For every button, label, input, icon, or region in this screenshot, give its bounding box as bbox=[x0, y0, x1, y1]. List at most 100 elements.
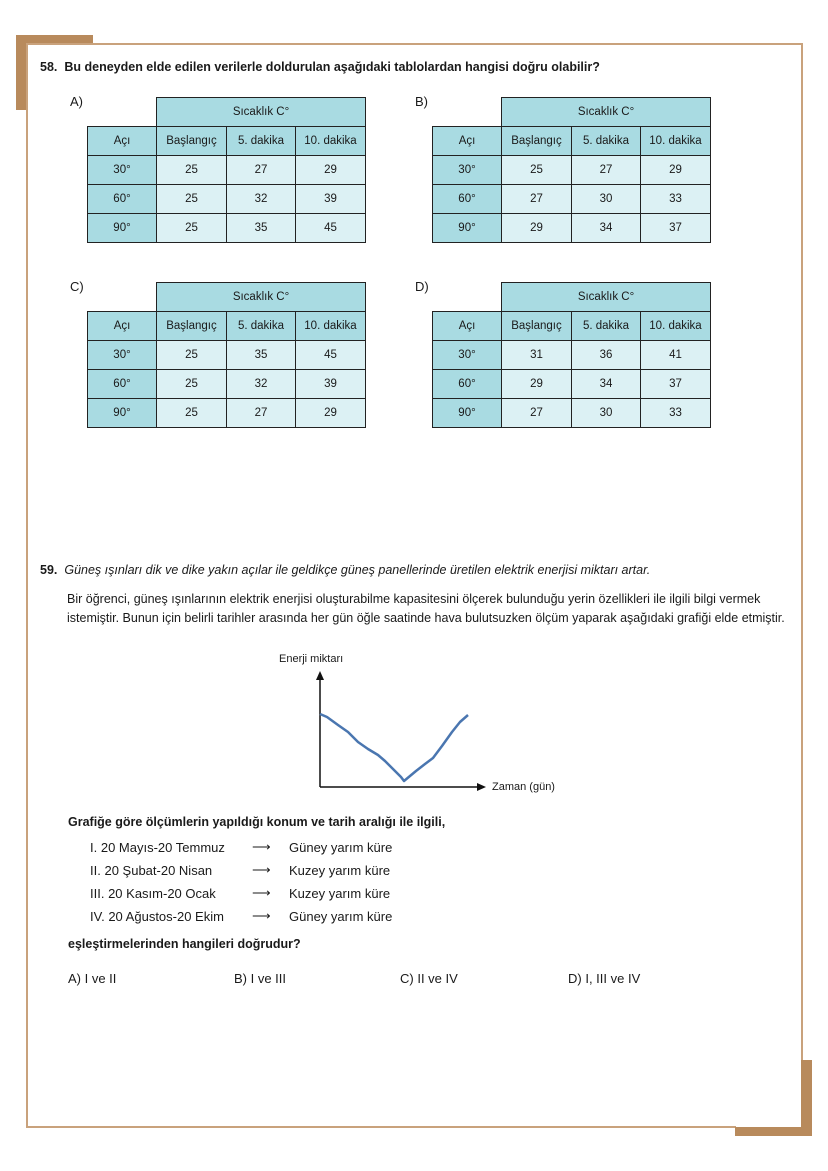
value-cell: 35 bbox=[226, 213, 296, 243]
option-table: Sıcaklık C° Açı Başlangıç 5. dakika 10. daki… bbox=[87, 282, 366, 428]
angle-cell: 90° bbox=[432, 213, 502, 243]
column-header: Başlangıç bbox=[501, 126, 572, 156]
header-cell: Sıcaklık C° bbox=[501, 282, 711, 312]
arrow-icon: ⟶ bbox=[252, 862, 271, 877]
value-cell: 35 bbox=[226, 340, 296, 370]
option-d[interactable]: D) I, III ve IV bbox=[568, 971, 641, 986]
value-cell: 25 bbox=[156, 398, 227, 428]
table-label: B) bbox=[415, 94, 428, 109]
date-range: 20 Kasım-20 Ocak bbox=[108, 886, 216, 901]
option-b[interactable]: B) I ve III bbox=[234, 971, 287, 986]
column-header: Başlangıç bbox=[156, 311, 227, 341]
table-row: 30° 25 27 29 bbox=[87, 155, 366, 185]
frame-line bbox=[26, 1126, 736, 1128]
empty-cell bbox=[433, 283, 502, 312]
column-header: Başlangıç bbox=[156, 126, 227, 156]
empty-cell bbox=[433, 98, 502, 127]
value-cell: 29 bbox=[501, 369, 572, 399]
empty-cell bbox=[88, 283, 157, 312]
table-row: 30° 31 36 41 bbox=[432, 340, 711, 370]
value-cell: 27 bbox=[501, 184, 572, 214]
column-header: 10. dakika bbox=[295, 311, 366, 341]
value-cell: 45 bbox=[295, 340, 366, 370]
column-header: 5. dakika bbox=[571, 126, 641, 156]
hemisphere: Güney yarım küre bbox=[289, 840, 393, 855]
column-header: Açı bbox=[432, 311, 502, 341]
option-c[interactable]: C) II ve IV bbox=[400, 971, 458, 986]
table-row: 90° 25 27 29 bbox=[87, 398, 366, 428]
value-cell: 25 bbox=[156, 213, 227, 243]
value-cell: 34 bbox=[571, 369, 641, 399]
value-cell: 27 bbox=[501, 398, 572, 428]
value-cell: 36 bbox=[571, 340, 641, 370]
x-axis-arrow bbox=[477, 783, 486, 791]
value-cell: 27 bbox=[226, 155, 296, 185]
empty-cell bbox=[88, 98, 157, 127]
table-row: 30° 25 27 29 bbox=[432, 155, 711, 185]
table-row: 60° 29 34 37 bbox=[432, 369, 711, 399]
option-table: Sıcaklık C° Açı Başlangıç 5. dakika 10. daki… bbox=[432, 97, 711, 243]
energy-curve bbox=[319, 712, 469, 783]
y-axis-arrow bbox=[316, 671, 324, 680]
table-label: A) bbox=[70, 94, 83, 109]
angle-cell: 30° bbox=[87, 340, 157, 370]
premise: Güneş ışınları dik ve dike yakın açılar … bbox=[64, 563, 651, 577]
frame-corner-bottom bbox=[735, 1127, 812, 1136]
option-table: Sıcaklık C° Açı Başlangıç 5. dakika 10. daki… bbox=[87, 97, 366, 243]
question-body: Bir öğrenci, güneş ışınlarının elektrik … bbox=[67, 592, 785, 625]
hemisphere: Kuzey yarım küre bbox=[289, 886, 391, 901]
value-cell: 45 bbox=[295, 213, 366, 243]
statement-4: IV. 20 Ağustos-20 Ekim bbox=[90, 909, 224, 924]
frame-corner-bottom bbox=[801, 1060, 812, 1136]
question-number: 59. bbox=[40, 563, 58, 577]
angle-cell: 60° bbox=[87, 369, 157, 399]
angle-cell: 90° bbox=[432, 398, 502, 428]
question-59: 59. Güneş ışınları dik ve dike yakın açı… bbox=[40, 563, 650, 577]
frame-line bbox=[26, 43, 28, 1128]
value-cell: 31 bbox=[501, 340, 572, 370]
value-cell: 25 bbox=[156, 340, 227, 370]
angle-cell: 60° bbox=[432, 184, 502, 214]
table-label: D) bbox=[415, 279, 429, 294]
hemisphere: Güney yarım küre bbox=[289, 909, 393, 924]
value-cell: 37 bbox=[640, 369, 711, 399]
angle-cell: 30° bbox=[87, 155, 157, 185]
statement-number: III. bbox=[90, 886, 105, 901]
header-cell: Sıcaklık C° bbox=[156, 97, 366, 127]
date-range: 20 Şubat-20 Nisan bbox=[104, 863, 213, 878]
date-range: 20 Ağustos-20 Ekim bbox=[108, 909, 224, 924]
y-axis-label: Enerji miktarı bbox=[279, 653, 344, 665]
header-cell: Sıcaklık C° bbox=[501, 97, 711, 127]
angle-cell: 30° bbox=[432, 340, 502, 370]
column-header: 5. dakika bbox=[571, 311, 641, 341]
value-cell: 29 bbox=[295, 398, 366, 428]
question-text: Bu deneyden elde edilen verilerle doldur… bbox=[64, 60, 600, 74]
question-number: 58. bbox=[40, 60, 58, 74]
frame-corner-top bbox=[16, 35, 26, 110]
value-cell: 29 bbox=[640, 155, 711, 185]
value-cell: 37 bbox=[640, 213, 711, 243]
statement-1: I. 20 Mayıs-20 Temmuz bbox=[90, 840, 225, 855]
column-header: Açı bbox=[87, 126, 157, 156]
option-a[interactable]: A) I ve II bbox=[68, 971, 117, 986]
value-cell: 41 bbox=[640, 340, 711, 370]
arrow-icon: ⟶ bbox=[252, 908, 271, 923]
statement-number: II. bbox=[90, 863, 101, 878]
hemisphere: Kuzey yarım küre bbox=[289, 863, 391, 878]
question-prompt: eşleştirmelerinden hangileri doğrudur? bbox=[68, 937, 301, 951]
column-header: 10. dakika bbox=[295, 126, 366, 156]
column-header: 5. dakika bbox=[226, 126, 296, 156]
lead-text: Grafiğe göre ölçümlerin yapıldığı konum … bbox=[68, 815, 446, 829]
column-header: 10. dakika bbox=[640, 311, 711, 341]
frame-line bbox=[801, 43, 803, 1063]
statement-number: I. bbox=[90, 840, 98, 855]
arrow-icon: ⟶ bbox=[252, 839, 271, 854]
angle-cell: 30° bbox=[432, 155, 502, 185]
value-cell: 25 bbox=[156, 369, 227, 399]
table-row: 90° 29 34 37 bbox=[432, 213, 711, 243]
column-header: Açı bbox=[87, 311, 157, 341]
column-header: 5. dakika bbox=[226, 311, 296, 341]
value-cell: 29 bbox=[295, 155, 366, 185]
arrow-icon: ⟶ bbox=[252, 885, 271, 900]
